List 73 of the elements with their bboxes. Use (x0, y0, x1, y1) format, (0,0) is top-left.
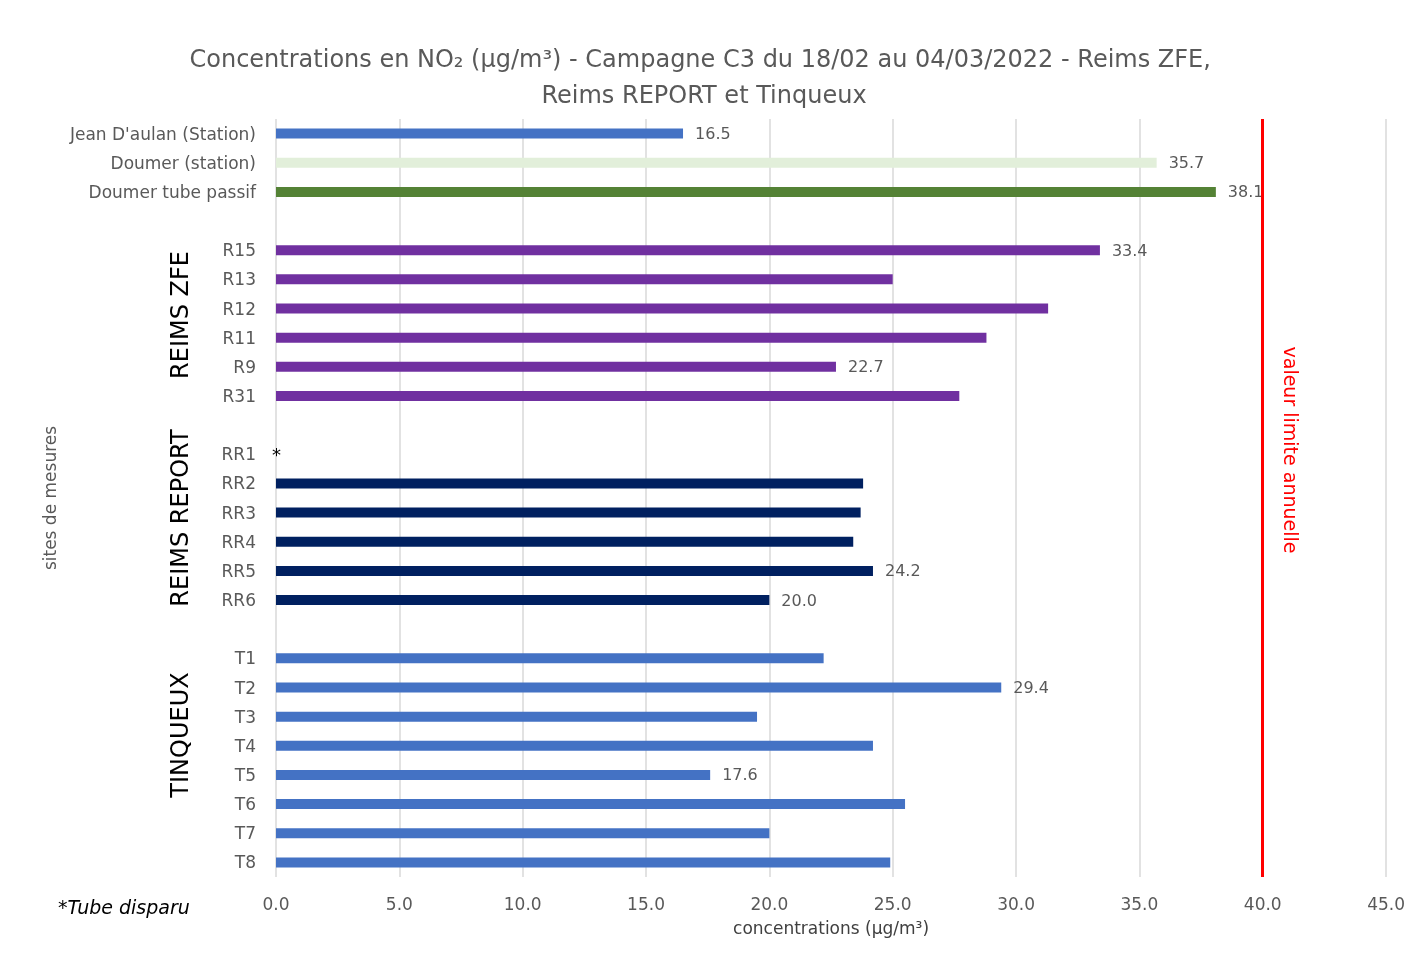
y-tick-label: R31 (222, 385, 256, 406)
data-label: 22.7 (847, 357, 884, 377)
y-tick-label: T1 (233, 648, 256, 669)
bar (276, 536, 854, 547)
data-label: 24.2 (884, 561, 921, 581)
data-label: 16.5 (695, 124, 731, 144)
y-tick-label: RR1 (221, 444, 256, 465)
data-label: 20.0 (781, 590, 817, 610)
bar (276, 595, 770, 606)
y-tick-label: Jean D'aulan (Station) (68, 123, 256, 144)
y-tick-label: RR6 (221, 590, 256, 611)
y-tick-label: T8 (233, 852, 256, 873)
data-label: 29.4 (1013, 678, 1049, 697)
x-tick-label: 35.0 (1120, 893, 1159, 914)
bar (276, 478, 864, 489)
bar (276, 390, 960, 401)
bar (276, 653, 824, 664)
x-tick-label: 10.0 (503, 893, 542, 914)
x-tick-label: 20.0 (750, 893, 789, 914)
bar (276, 711, 758, 722)
y-tick-label: R12 (222, 298, 256, 319)
y-tick-label: RR4 (221, 531, 256, 552)
y-tick-label: Doumer (station) (110, 152, 256, 173)
bar (276, 361, 836, 372)
x-axis-title: concentrations (µg/m³) (733, 917, 930, 938)
bar (276, 186, 1216, 197)
x-tick-label: 45.0 (1367, 893, 1405, 914)
data-label: 17.6 (722, 765, 758, 785)
y-tick-label: RR2 (221, 473, 256, 494)
y-tick-label: T7 (233, 823, 256, 844)
bar (276, 128, 684, 139)
bar (276, 157, 1157, 168)
y-tick-label: R13 (222, 269, 256, 290)
bar (276, 245, 1100, 256)
y-tick-label: Doumer tube passif (88, 181, 258, 202)
chart-title: Concentrations en NO₂ (µg/m³) - Campagne C3 du 18/02 au 04/03/2022 - Reims ZFE, Reims REPORT et Tinqueux (189, 45, 1219, 109)
y-tick-label: T3 (233, 706, 256, 727)
y-tick-label: T6 (233, 794, 256, 815)
bar (276, 857, 891, 868)
bar (276, 507, 861, 518)
bar (276, 828, 770, 839)
y-tick-label: T4 (233, 735, 256, 756)
text: TINQUEUX (166, 672, 194, 799)
text: REIMS REPORT (166, 429, 194, 607)
x-tick-label: 15.0 (627, 893, 665, 914)
y-tick-label: R15 (222, 240, 256, 261)
x-tick-label: 0.0 (262, 893, 290, 914)
bar (276, 799, 906, 810)
data-label: 33.4 (1111, 240, 1148, 260)
annotation: * (272, 443, 281, 465)
data-label: 35.7 (1168, 153, 1205, 173)
bar (276, 740, 873, 751)
y-tick-label: R9 (233, 356, 256, 377)
y-tick-label: RR3 (221, 502, 256, 523)
bar (276, 303, 1049, 314)
data-label: 38.1 (1227, 182, 1264, 202)
x-tick-label: 25.0 (873, 893, 912, 914)
bar (276, 565, 873, 576)
x-tick-label: 40.0 (1243, 893, 1282, 914)
y-tick-label: T5 (233, 764, 256, 785)
text: *Tube disparu (58, 895, 190, 918)
text: REIMS ZFE (166, 251, 194, 379)
bar (276, 274, 893, 285)
x-tick-label: 30.0 (997, 893, 1035, 914)
ref-line-label: valeur limite annuelle (1279, 346, 1302, 554)
bar (276, 769, 711, 780)
y-tick-label: R11 (222, 327, 256, 348)
bar (276, 332, 987, 343)
bar (276, 682, 1002, 693)
y-tick-label: T2 (233, 677, 256, 698)
x-tick-label: 5.0 (385, 893, 413, 914)
y-axis-title: sites de mesures (39, 425, 60, 571)
y-tick-label: RR5 (221, 560, 256, 581)
